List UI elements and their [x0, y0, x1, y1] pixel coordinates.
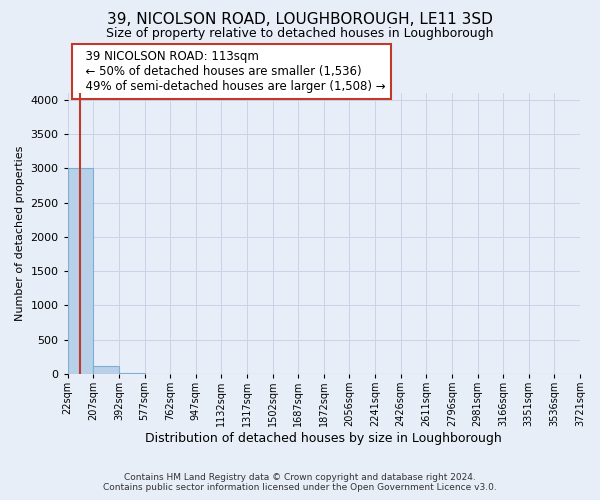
X-axis label: Distribution of detached houses by size in Loughborough: Distribution of detached houses by size … [145, 432, 502, 445]
Y-axis label: Number of detached properties: Number of detached properties [15, 146, 25, 321]
Text: Contains HM Land Registry data © Crown copyright and database right 2024.
Contai: Contains HM Land Registry data © Crown c… [103, 473, 497, 492]
Bar [68, 168, 94, 374]
Text: Size of property relative to detached houses in Loughborough: Size of property relative to detached ho… [106, 28, 494, 40]
Text: 39, NICOLSON ROAD, LOUGHBOROUGH, LE11 3SD: 39, NICOLSON ROAD, LOUGHBOROUGH, LE11 3S… [107, 12, 493, 28]
Text: 39 NICOLSON ROAD: 113sqm
  ← 50% of detached houses are smaller (1,536)
  49% of: 39 NICOLSON ROAD: 113sqm ← 50% of detach… [78, 50, 386, 93]
Bar [94, 366, 119, 374]
